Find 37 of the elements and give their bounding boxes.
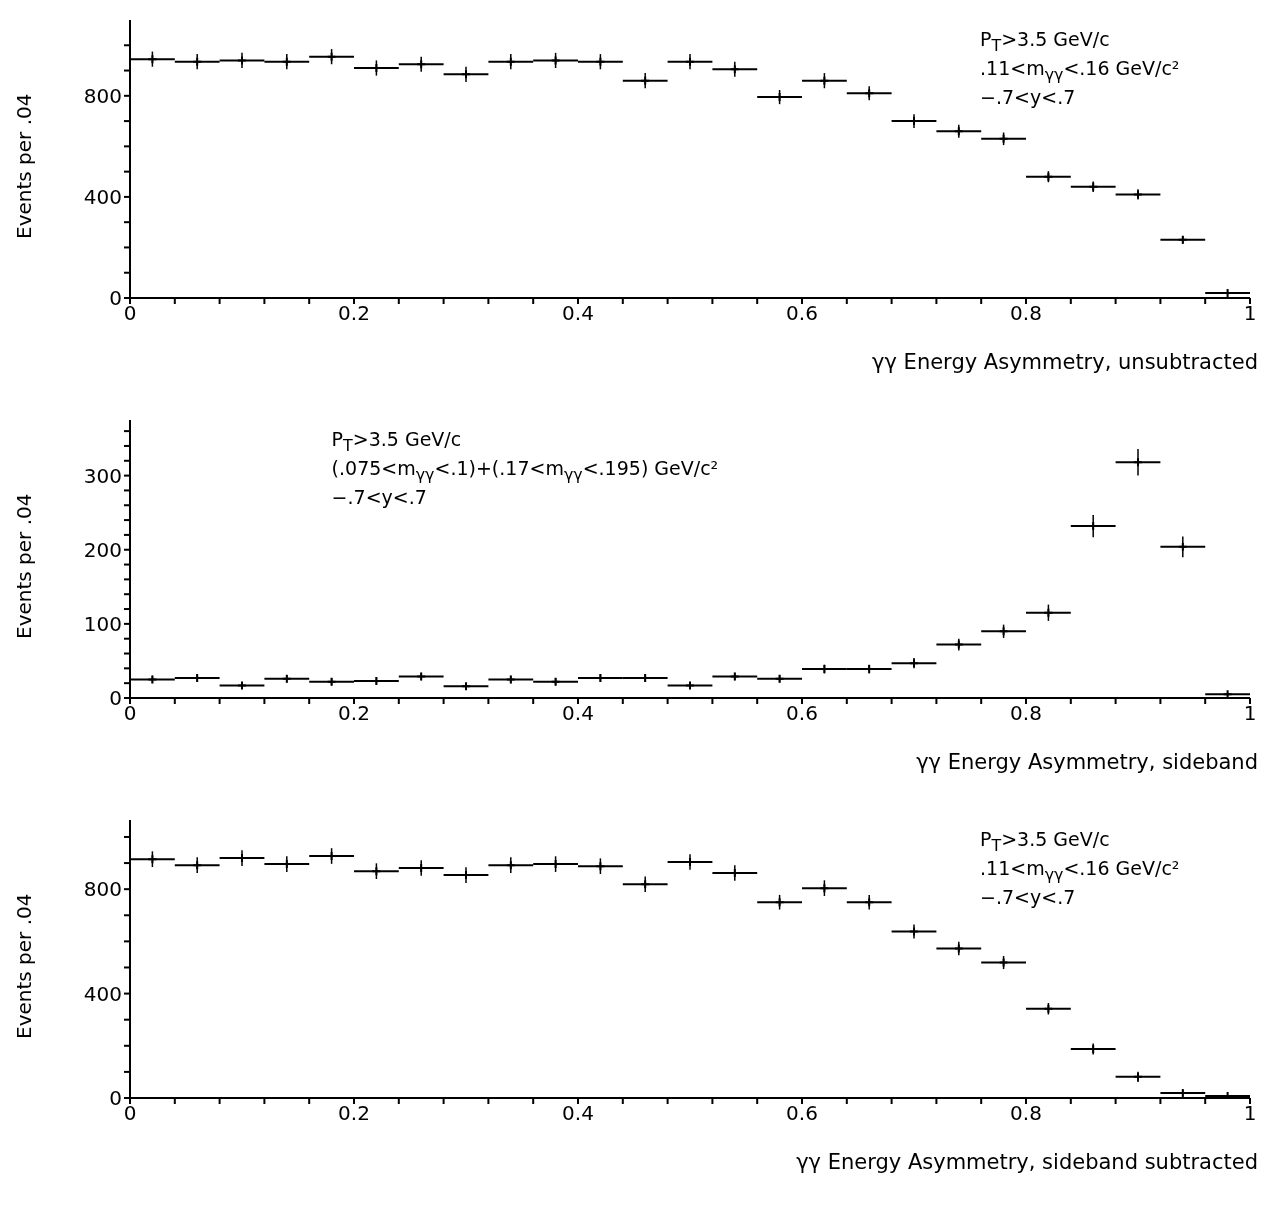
annotation: P$_{T}$>3.5 GeV/c [980, 28, 1111, 57]
x-tick-label: 0.6 [786, 701, 818, 726]
x-axis-title: γγ Energy Asymmetry, sideband subtracted [796, 1150, 1258, 1174]
x-tick-label: 0.8 [1010, 301, 1042, 326]
y-tick-label: 800 [83, 877, 122, 902]
annotation: P$_{T}$>3.5 GeV/c [331, 428, 463, 457]
x-tick-label: 0.2 [338, 301, 370, 326]
x-tick-label: 0.2 [338, 1101, 370, 1126]
y-tick-label: 200 [83, 537, 122, 562]
x-tick-label: 0.4 [562, 1101, 594, 1126]
x-axis-title: γγ Energy Asymmetry, unsubtracted [872, 350, 1258, 374]
y-tick-label: 800 [83, 83, 122, 108]
y-tick-label: 100 [83, 611, 122, 636]
y-tick-label: 300 [83, 463, 122, 488]
x-axis-title: γγ Energy Asymmetry, sideband [916, 750, 1258, 774]
x-tick-label: 1 [1243, 301, 1257, 326]
x-tick-label: 0.4 [562, 301, 594, 326]
annotation: −.7<y<.7 [980, 85, 1077, 108]
x-tick-label: 1 [1243, 701, 1257, 726]
annotation: −.7<y<.7 [331, 485, 428, 508]
x-tick-label: 0.8 [1010, 1101, 1042, 1126]
y-axis-title: Events per .04 [12, 893, 37, 1039]
y-axis-title: Events per .04 [12, 493, 37, 639]
x-tick-label: 0.4 [562, 701, 594, 726]
x-tick-label: 0.8 [1010, 701, 1042, 726]
x-tick-label: 1 [1243, 1101, 1257, 1126]
annotation: −.7<y<.7 [980, 885, 1077, 908]
annotation: (.075<m$_{γγ}$<.1)+(.17<m$_{γγ}$<.195) GeV/c² [331, 456, 719, 486]
annotation: P$_{T}$>3.5 GeV/c [980, 828, 1111, 857]
x-tick-label: 0.2 [338, 701, 370, 726]
x-tick-label: 0.6 [786, 1101, 818, 1126]
y-tick-label: 400 [83, 981, 122, 1006]
annotation: .11<m$_{γγ}$<.16 GeV/c² [980, 56, 1180, 86]
y-axis-title: Events per .04 [12, 93, 37, 239]
x-tick-label: 0.6 [786, 301, 818, 326]
y-tick-label: 400 [83, 185, 122, 210]
annotation: .11<m$_{γγ}$<.16 GeV/c² [980, 856, 1180, 886]
